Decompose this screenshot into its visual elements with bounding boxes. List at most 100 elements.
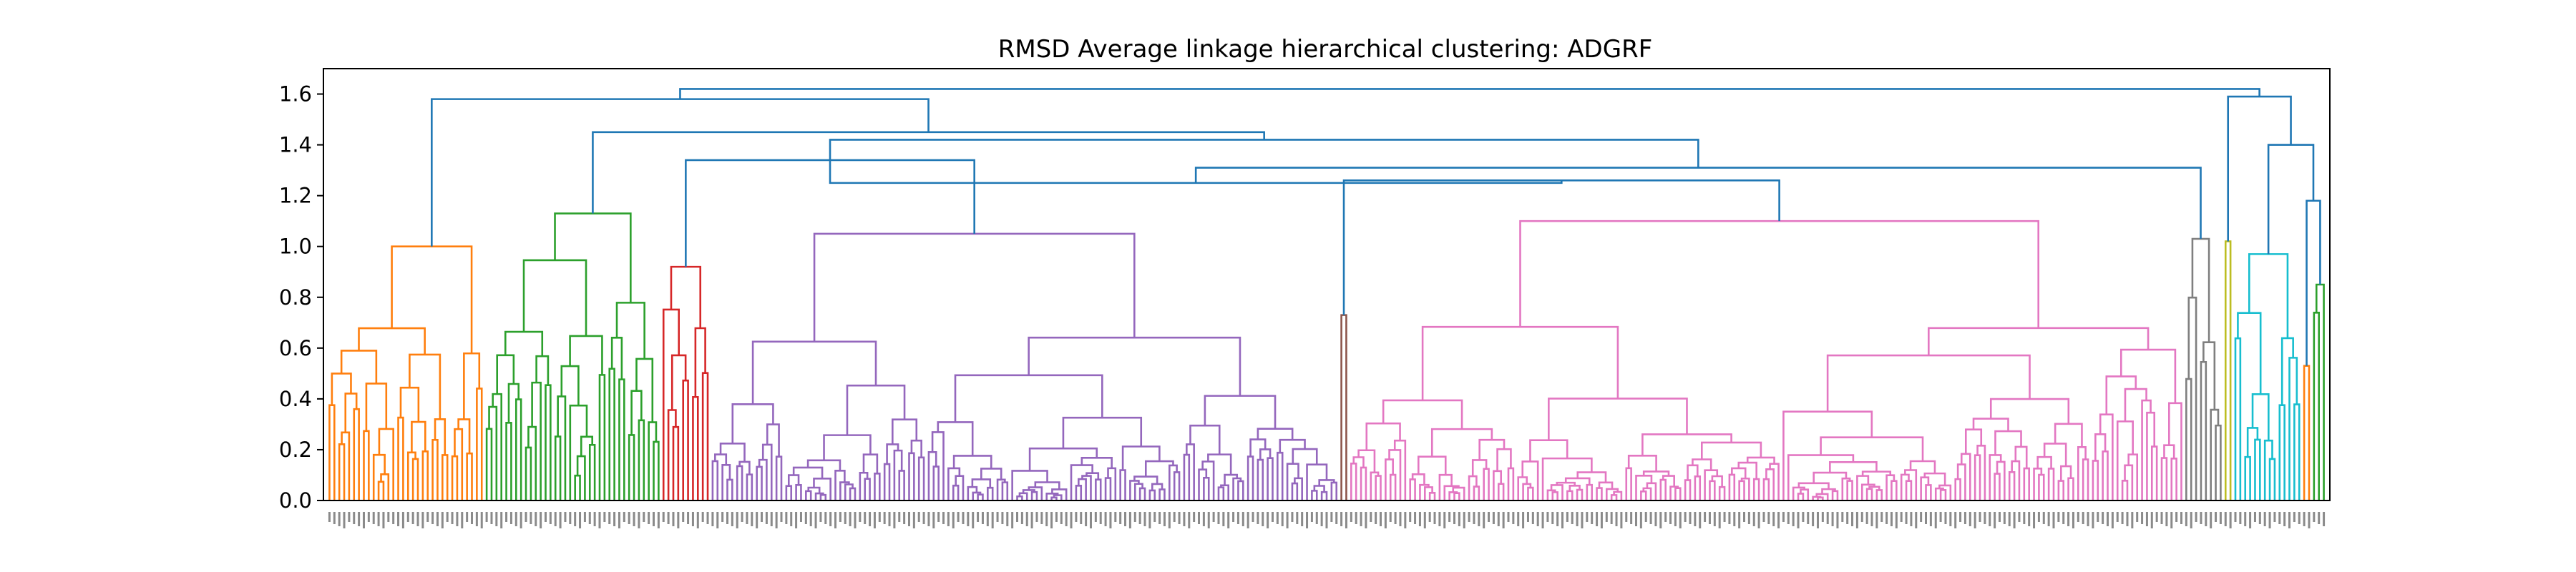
leaf-label: [1025, 512, 1028, 526]
dendrogram-link: [411, 458, 419, 500]
dendrogram-link: [1909, 460, 1936, 474]
dendrogram-link: [399, 386, 420, 423]
dendrogram-link: [1204, 395, 1277, 429]
dendrogram-link: [527, 425, 537, 500]
dendrogram-link: [1421, 325, 1619, 400]
leaf-label: [549, 512, 552, 524]
leaf-label: [1252, 512, 1254, 522]
leaf-label: [2067, 512, 2070, 526]
dendrogram-link: [1974, 454, 1981, 500]
leaf-label: [559, 512, 562, 528]
dendrogram-link: [476, 388, 483, 500]
dendrogram-link: [2116, 420, 2134, 500]
dendrogram-link: [1259, 448, 1272, 460]
y-tick-label: 0.8: [279, 285, 312, 310]
dendrogram-link: [1370, 471, 1380, 500]
dendrogram-link: [751, 340, 877, 405]
leaf-label: [947, 512, 950, 526]
leaf-label: [687, 512, 690, 524]
dendrogram-link: [1393, 439, 1407, 500]
leaf-label: [362, 512, 365, 528]
dendrogram-link: [1107, 467, 1117, 500]
leaf-label: [1453, 512, 1455, 524]
leaf-label: [1089, 512, 1092, 528]
dendrogram-link: [1389, 473, 1397, 500]
dendrogram-link: [1496, 448, 1512, 471]
leaf-label: [2072, 512, 2074, 528]
dendrogram-link: [1821, 488, 1836, 494]
leaf-label: [544, 512, 547, 522]
dendrogram-link: [980, 468, 1002, 480]
dendrogram-link: [785, 485, 793, 500]
leaf-label: [2121, 512, 2124, 524]
leaf-label: [338, 512, 341, 526]
dendrogram-link: [1731, 467, 1747, 479]
leaf-label: [1620, 512, 1623, 528]
dendrogram-link: [1813, 471, 1848, 483]
leaf-label: [1851, 512, 1854, 526]
leaf-label: [907, 512, 910, 526]
leaf-label: [471, 512, 474, 524]
dendrogram-link: [917, 456, 925, 500]
dendrogram-link: [2234, 337, 2242, 500]
leaf-label: [736, 512, 738, 528]
leaf-label: [809, 512, 812, 526]
dendrogram-link: [1815, 493, 1829, 500]
leaf-label: [912, 512, 915, 528]
leaf-label: [2057, 512, 2060, 522]
dendrogram-link: [1964, 428, 1983, 454]
dendrogram-link: [1028, 336, 1241, 396]
leaf-label: [2037, 512, 2040, 522]
dendrogram-link: [628, 434, 635, 500]
dendrogram-link: [955, 475, 965, 500]
leaf-label: [525, 512, 527, 522]
leaf-label: [1875, 512, 1878, 528]
leaf-label: [1212, 512, 1215, 522]
leaf-label: [1954, 512, 1957, 528]
leaf-label: [952, 512, 955, 528]
leaf-label: [2219, 512, 2222, 524]
dendrogram-link: [1662, 475, 1675, 487]
dendrogram-link: [1994, 473, 2001, 500]
dendrogram-link: [1075, 485, 1083, 500]
dendrogram-link: [2313, 311, 2320, 500]
leaf-label: [967, 512, 970, 526]
dendrogram-link: [1291, 482, 1299, 500]
dendrogram-link: [488, 405, 498, 500]
leaf-label: [1262, 512, 1264, 526]
dendrogram-link: [1635, 475, 1653, 500]
leaf-label: [1963, 512, 1966, 524]
dendrogram-link: [1890, 480, 1898, 500]
leaf-label: [1723, 512, 1726, 522]
leaf-label: [2200, 512, 2202, 524]
leaf-label: [1536, 512, 1539, 526]
dendrogram-link: [1625, 467, 1632, 500]
leaf-label: [1630, 512, 1633, 524]
leaf-label: [2126, 512, 2129, 526]
dendrogram-link: [504, 330, 544, 357]
leaf-label: [799, 512, 802, 522]
dendrogram-link: [1704, 469, 1719, 500]
leaf-label: [1099, 512, 1102, 524]
leaf-label: [2052, 512, 2055, 528]
dendrogram-link: [1954, 478, 1961, 500]
dendrogram-link: [1769, 463, 1780, 500]
dendrogram-link: [1820, 436, 1924, 461]
dendrogram-link: [630, 390, 643, 435]
dendrogram-link: [525, 446, 532, 500]
dendrogram-link: [2185, 378, 2192, 500]
dendrogram-link: [560, 365, 580, 406]
dendrogram-link: [2077, 445, 2087, 500]
dendrogram-link: [1294, 477, 1303, 500]
leaf-label: [1020, 512, 1023, 524]
leaf-label: [1792, 512, 1795, 526]
leaf-label: [829, 512, 832, 526]
leaf-label: [598, 512, 601, 528]
dendrogram-link: [1320, 490, 1328, 500]
dendrogram-link: [1016, 495, 1023, 500]
leaf-label: [1345, 512, 1347, 528]
leaf-label: [392, 512, 395, 524]
dendrogram-link: [1976, 444, 1986, 500]
dendrogram-link: [1330, 481, 1338, 500]
dendrogram-link: [618, 378, 625, 500]
